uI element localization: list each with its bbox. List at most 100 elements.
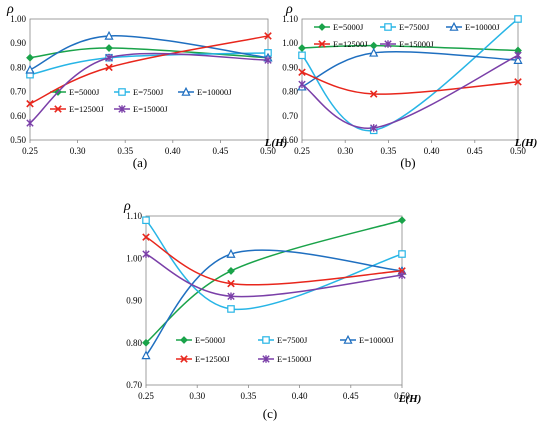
x-tick-label: 0.50: [510, 146, 526, 156]
series-line: [29, 35, 269, 105]
y-tick-label: 1.00: [282, 38, 298, 48]
data-point: [26, 53, 34, 62]
x-tick-label: 0.25: [22, 146, 38, 156]
y-tick-label: 1.10: [282, 14, 298, 24]
y-axis-label: ρ: [123, 199, 131, 214]
legend-entry: E=10000J: [340, 334, 394, 345]
data-point: [25, 64, 35, 74]
legend-entry: E=15000J: [380, 39, 434, 49]
data-point: [26, 119, 34, 127]
legend-entry: E=15000J: [114, 104, 168, 114]
legend-label: E=10000J: [197, 87, 232, 97]
series-line: [301, 18, 519, 132]
legend-label: E=7500J: [399, 22, 430, 32]
y-tick-label: 0.70: [126, 380, 142, 390]
x-tick-label: 0.45: [213, 146, 229, 156]
legend-marker: [180, 355, 188, 363]
panel-label: (b): [400, 155, 415, 170]
data-point: [514, 78, 522, 86]
y-tick-label: 1.10: [126, 211, 142, 221]
legend-entry: E=7500J: [380, 22, 430, 32]
data-point: [227, 267, 235, 275]
x-tick-label: 0.40: [165, 146, 181, 156]
y-tick-label: 0.80: [126, 338, 142, 348]
y-tick-label: 0.70: [282, 111, 298, 121]
legend-marker: [384, 40, 392, 48]
x-tick-label: 0.30: [189, 391, 205, 401]
y-tick-label: 0.80: [282, 87, 298, 97]
x-axis-label: L(H): [264, 137, 288, 149]
data-point: [370, 124, 378, 132]
legend-label: E=15000J: [277, 354, 312, 364]
data-point: [298, 80, 306, 89]
data-point: [298, 68, 306, 77]
y-tick-label: 0.70: [10, 87, 26, 97]
data-point: [227, 305, 235, 313]
legend-label: E=7500J: [133, 87, 164, 97]
legend-entry: E=12500J: [176, 354, 230, 364]
legend-entry: E=7500J: [258, 335, 308, 345]
series-line: [301, 51, 519, 88]
x-tick-label: 0.25: [138, 391, 154, 401]
data-point: [104, 30, 114, 40]
legend-entry: E=5000J: [314, 22, 364, 32]
legend-entry: E=10000J: [178, 86, 232, 97]
y-axis-label: ρ: [6, 2, 14, 17]
data-point: [142, 250, 150, 258]
data-point: [398, 250, 406, 258]
data-point: [264, 32, 272, 40]
legend-marker: [343, 334, 353, 344]
legend-label: E=5000J: [69, 87, 100, 97]
data-point: [398, 216, 406, 225]
plot-frame: [145, 215, 403, 386]
chart-panel-b: 0.25 0.30 0.35 0.40 0.45 0.50 0.60 0.70 0.80 0.90…: [282, 2, 537, 170]
data-point: [369, 90, 378, 98]
data-point: [264, 56, 272, 64]
y-tick-label: 0.50: [10, 135, 26, 145]
data-point: [398, 271, 406, 279]
y-tick-label: 0.60: [282, 135, 298, 145]
legend-entry: E=7500J: [114, 87, 164, 97]
x-axis-label: L(H): [514, 137, 538, 149]
plot-frame: [301, 18, 519, 141]
legend-label: E=12500J: [195, 354, 230, 364]
legend-marker: [318, 40, 326, 48]
series-e-7500j: [142, 216, 406, 313]
legend-entry: E=12500J: [50, 104, 104, 114]
x-tick-label: 0.40: [292, 391, 308, 401]
legend-label: E=10000J: [359, 335, 394, 345]
data-point: [298, 51, 306, 60]
y-tick-label: 0.90: [10, 38, 26, 48]
legend-entry: E=12500J: [314, 39, 368, 49]
data-point: [369, 47, 379, 57]
data-point: [298, 44, 306, 52]
y-tick-label: 0.80: [10, 62, 26, 72]
x-tick-label: 0.35: [381, 146, 397, 156]
chart-panel-c: 0.25 0.30 0.35 0.40 0.45 0.50 0.70 0.80 0.90 1.00…: [123, 199, 421, 421]
legend-marker: [262, 355, 270, 363]
legend-label: E=12500J: [333, 39, 368, 49]
data-point: [141, 350, 151, 360]
series-line: [301, 44, 519, 52]
panel-label: (c): [263, 406, 277, 421]
series-line: [29, 35, 269, 71]
x-tick-label: 0.50: [260, 146, 276, 156]
legend-entry: E=15000J: [258, 354, 312, 364]
legend-marker: [180, 336, 188, 344]
data-point: [514, 51, 522, 60]
x-tick-label: 0.50: [394, 391, 410, 401]
data-point: [513, 55, 523, 64]
x-tick-label: 0.30: [70, 146, 86, 156]
legend-marker: [262, 336, 270, 344]
legend-marker: [181, 86, 191, 96]
x-tick-label: 0.45: [467, 146, 483, 156]
series-line: [145, 236, 403, 286]
legend-entry: E=5000J: [176, 335, 226, 345]
y-tick-label: 0.90: [126, 296, 142, 306]
y-tick-label: 0.90: [282, 62, 298, 72]
data-point: [142, 233, 150, 241]
y-tick-label: 0.60: [10, 111, 26, 121]
data-point: [227, 279, 235, 288]
